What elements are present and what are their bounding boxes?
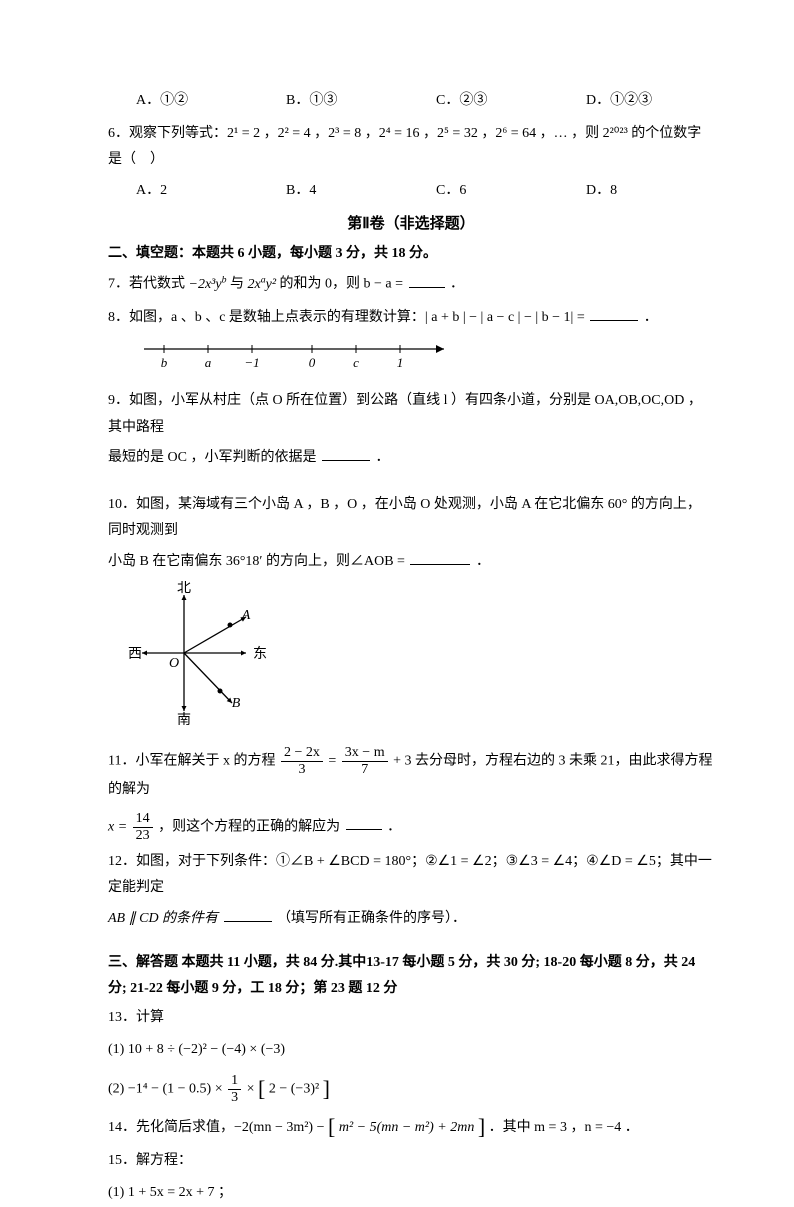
q6-pre: 6．观察下列等式： xyxy=(108,126,227,141)
q10-blank xyxy=(410,551,470,565)
svg-text:A: A xyxy=(241,608,251,623)
svg-text:西: 西 xyxy=(128,647,142,662)
q12-blank xyxy=(224,908,272,922)
option-c: C．②③ xyxy=(436,88,586,115)
q15-1: (1) 1 + 5x = 2x + 7 ； xyxy=(108,1180,714,1207)
option-b: B．①③ xyxy=(286,88,436,115)
q9-l2-pre: 最短的是 OC ，小军判断的依据是 xyxy=(108,450,316,465)
q11-pre: 11．小军在解关于 x 的方程 xyxy=(108,754,279,769)
q15: 15．解方程： xyxy=(108,1148,714,1175)
svg-text:北: 北 xyxy=(177,581,191,596)
q10-l1: 10．如图，某海域有三个小岛 A ，B ，O ，在小岛 O 处观测，小岛 A 在… xyxy=(108,492,714,545)
q8-pre: 8．如图，a 、b 、c 是数轴上点表示的有理数计算：| a + b | − |… xyxy=(108,310,585,325)
option-d: D．①②③ xyxy=(586,88,736,115)
q7-blank xyxy=(409,274,445,288)
q12-l2-post: （填写所有正确条件的序号）． xyxy=(277,911,466,926)
q14-pre: 14．先化简后求值，−2(mn − 3m²) − xyxy=(108,1120,328,1135)
q11-l2-end: ． xyxy=(387,819,401,834)
q11-l1: 11．小军在解关于 x 的方程 2 − 2x3 = 3x − m7 + 3 去分… xyxy=(108,746,714,804)
compass-figure: A B 北南 西 东 O xyxy=(128,581,714,736)
q13-2-pre: (2) −1⁴ − (1 − 0.5) × xyxy=(108,1082,226,1097)
compass-svg: A B 北南 西 东 O xyxy=(128,581,288,725)
q7-end: ． xyxy=(450,277,464,292)
q10-l2-pre: 小岛 B 在它南偏东 36°18′ 的方向上，则∠AOB = xyxy=(108,554,405,569)
q12-l2-pre: AB ∥ CD 的条件有 xyxy=(108,911,218,926)
rbracket2-icon: ] xyxy=(478,1116,485,1138)
q14: 14．先化简后求值，−2(mn − 3m²) − [ m² − 5(mn − m… xyxy=(108,1115,714,1142)
number-line-figure: b a −1 0 c 1 xyxy=(144,335,714,380)
rbracket-icon: ] xyxy=(323,1078,330,1100)
q13-2: (2) −1⁴ − (1 − 0.5) × 13 × [ 2 − (−3)² ] xyxy=(108,1074,714,1105)
svg-text:a: a xyxy=(205,355,212,369)
q11-blank xyxy=(346,816,382,830)
svg-text:−1: −1 xyxy=(244,355,259,369)
q11-frac2: 3x − m7 xyxy=(342,746,388,777)
option-a: A．①② xyxy=(136,88,286,115)
q8-blank xyxy=(590,307,638,321)
q11-frac1: 2 − 2x3 xyxy=(281,746,323,777)
section2-title: 第Ⅱ卷（非选择题） xyxy=(108,210,714,239)
prev-question-options: A．①② B．①③ C．②③ D．①②③ xyxy=(108,88,714,115)
q12-l2: AB ∥ CD 的条件有 （填写所有正确条件的序号）． xyxy=(108,906,714,933)
q6-options: A．2 B．4 C．6 D．8 xyxy=(108,178,714,205)
q9-l2-end: ． xyxy=(375,450,389,465)
number-line-svg: b a −1 0 c 1 xyxy=(144,335,454,369)
q6-d: D．8 xyxy=(586,178,736,205)
q7-expr1: −2x³yb xyxy=(189,277,227,292)
q9-l1: 9．如图，小军从村庄（点 O 所在位置）到公路（直线 l ）有四条小道，分别是 … xyxy=(108,388,714,441)
q9-l2: 最短的是 OC ，小军判断的依据是 ． xyxy=(108,445,714,472)
q10-l2: 小岛 B 在它南偏东 36°18′ 的方向上，则∠AOB = ． xyxy=(108,549,714,576)
lbracket2-icon: [ xyxy=(328,1116,335,1138)
svg-text:东: 东 xyxy=(253,646,267,662)
q11-l2-post: ，则这个方程的正确的解应为 xyxy=(158,819,340,834)
svg-text:O: O xyxy=(169,656,179,671)
section3-head: 三、解答题 本题共 11 小题，共 84 分.其中13-17 每小题 5 分，共… xyxy=(108,950,714,1000)
q8: 8．如图，a 、b 、c 是数轴上点表示的有理数计算：| a + b | − |… xyxy=(108,305,714,332)
spacer xyxy=(108,478,714,492)
q7: 7．若代数式 −2x³yb 与 2xay² 的和为 0，则 b − a = ． xyxy=(108,271,714,298)
q11-l2-pre: x = xyxy=(108,819,131,834)
q14-br: m² − 5(mn − m²) + 2mn xyxy=(339,1120,475,1135)
svg-text:B: B xyxy=(232,696,241,711)
q7-expr2: 2xay² xyxy=(247,277,276,292)
spacer2 xyxy=(108,938,714,948)
q7-pre: 7．若代数式 xyxy=(108,277,185,292)
section2-head: 二、填空题：本题共 6 小题，每小题 3 分，共 18 分。 xyxy=(108,241,714,268)
q13-2-post: × xyxy=(247,1082,258,1097)
q11-frac3: 1423 xyxy=(133,812,153,843)
svg-text:1: 1 xyxy=(397,355,404,369)
q10-l2-end: ． xyxy=(476,554,490,569)
q9-blank xyxy=(322,447,370,461)
q7-post: 的和为 0，则 xyxy=(280,277,361,292)
q13: 13．计算 xyxy=(108,1005,714,1032)
q11-l2: x = 1423 ，则这个方程的正确的解应为 ． xyxy=(108,812,714,843)
q13-2-br: 2 − (−3)² xyxy=(269,1082,319,1097)
q6-a: A．2 xyxy=(136,178,286,205)
q14-post: ．其中 m = 3 ，n = −4 ． xyxy=(489,1120,639,1135)
q6-c: C．6 xyxy=(436,178,586,205)
q12-l1: 12．如图，对于下列条件：①∠B + ∠BCD = 180°；②∠1 = ∠2；… xyxy=(108,849,714,902)
q6-stem: 6．观察下列等式：2¹ = 2 ，2² = 4 ，2³ = 8 ，2⁴ = 16… xyxy=(108,121,714,174)
q8-end: ． xyxy=(644,310,658,325)
q7-eq: b − a = xyxy=(364,277,404,292)
svg-text:0: 0 xyxy=(309,355,316,369)
q11-mid: = xyxy=(328,754,339,769)
q13-2-frac: 13 xyxy=(228,1074,241,1105)
svg-text:c: c xyxy=(353,355,359,369)
svg-text:b: b xyxy=(161,355,168,369)
lbracket-icon: [ xyxy=(258,1078,265,1100)
q13-1: (1) 10 + 8 ÷ (−2)² − (−4) × (−3) xyxy=(108,1037,714,1064)
q7-mid: 与 xyxy=(230,277,244,292)
q6-b: B．4 xyxy=(286,178,436,205)
svg-text:南: 南 xyxy=(177,712,191,725)
